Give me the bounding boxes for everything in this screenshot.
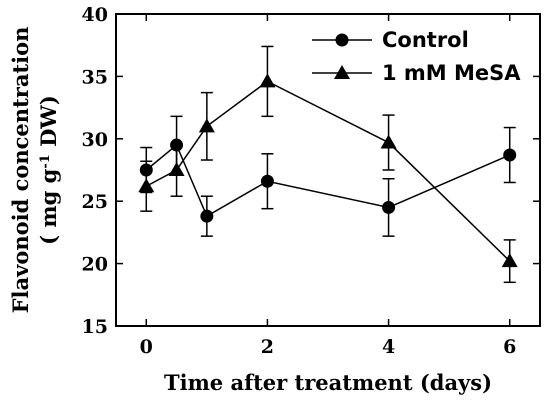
data-point — [501, 253, 518, 268]
y-tick-label: 35 — [82, 66, 108, 88]
series-line — [145, 80, 511, 262]
legend-label-mesa: 1 mM MeSA — [382, 61, 521, 85]
x-axis-label: Time after treatment (days) — [164, 370, 492, 395]
data-point — [168, 162, 185, 176]
data-point — [503, 148, 517, 162]
y-tick-label: 15 — [82, 316, 108, 338]
series-0 — [139, 115, 517, 237]
series-layer — [138, 45, 518, 284]
legend-marker-control — [335, 33, 349, 47]
data-point — [259, 73, 276, 88]
x-tick-label: 0 — [140, 336, 153, 358]
y-axis-unit-label: ( mg g-1 DW) — [36, 95, 61, 245]
x-tick-label: 2 — [261, 336, 274, 358]
y-axis-label: Flavonoid concentration — [8, 27, 33, 314]
y-tick-label: 20 — [82, 254, 108, 276]
x-axis: 0 2 4 6 — [140, 14, 516, 358]
y-axis-unit-superscript: -1 — [38, 154, 53, 168]
data-point — [138, 178, 155, 193]
series-line — [145, 143, 511, 218]
data-point — [198, 118, 215, 133]
y-tick-label: 40 — [82, 4, 108, 26]
data-point — [382, 200, 396, 214]
legend: Control 1 mM MeSA — [312, 28, 521, 85]
x-tick-label: 4 — [382, 336, 395, 358]
legend-label-control: Control — [382, 28, 469, 52]
plot-frame — [115, 13, 541, 327]
x-tick-label: 6 — [503, 336, 516, 358]
data-point — [200, 209, 214, 223]
legend-marker-mesa — [334, 65, 350, 79]
data-point — [260, 174, 274, 188]
y-tick-label: 25 — [82, 191, 108, 213]
y-tick-label: 30 — [82, 129, 108, 151]
y-axis: 15 20 25 30 35 40 — [82, 4, 540, 338]
data-point — [380, 134, 397, 149]
series-1 — [138, 45, 518, 284]
